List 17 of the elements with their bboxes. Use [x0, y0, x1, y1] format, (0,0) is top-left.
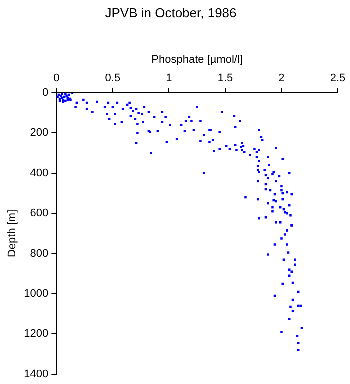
y-axis-title: Depth [m] — [6, 210, 19, 258]
y-tick-label: 0 — [42, 87, 49, 100]
chart-title: JPVB in October, 1986 — [105, 5, 237, 20]
y-tick-label: 600 — [30, 208, 49, 220]
y-tick-label: 1400 — [24, 368, 49, 380]
y-tick-label: 1200 — [24, 328, 49, 340]
y-tick-label: 200 — [30, 127, 49, 140]
x-tick-label: 2.5 — [330, 72, 346, 84]
x-tick-label: 0 — [54, 72, 60, 84]
x-tick-label: 2 — [278, 72, 285, 84]
y-tick-label: 400 — [30, 167, 49, 180]
y-tick-label: 1000 — [24, 288, 49, 300]
x-tick-label: 1.5 — [218, 72, 234, 84]
x-tick-label: 0.5 — [105, 72, 121, 84]
x-axis-title: Phosphate [µmol/l] — [152, 54, 244, 66]
y-tick-label: 800 — [30, 248, 49, 260]
x-tick-label: 1 — [166, 72, 172, 84]
